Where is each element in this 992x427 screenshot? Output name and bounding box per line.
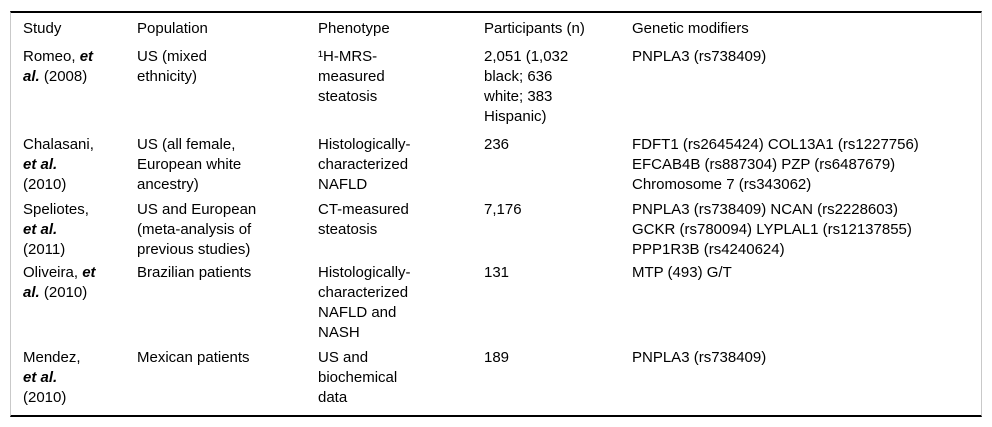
table-row-chalasani-2010: Chalasani, et al. (2010) US (all female,…: [23, 135, 973, 200]
table-row-oliveira-2010: Oliveira, et al. (2010) Brazilian patien…: [23, 263, 973, 348]
population-cell: US and European (meta-analysis of previo…: [137, 201, 257, 258]
column-header-phenotype: Phenotype: [318, 20, 390, 37]
table-row-romeo-2008: Romeo, et al. (2008) US (mixed ethnicity…: [23, 47, 973, 135]
table-row-speliotes-2011: Speliotes, et al. (2011) US and European…: [23, 200, 973, 263]
study-cell: Mendez, et al. (2010): [23, 349, 81, 406]
genetic-modifiers-cell: FDFT1 (rs2645424) COL13A1 (rs1227756) EF…: [632, 136, 919, 193]
participants-cell: 236: [484, 136, 510, 153]
participants-cell: 189: [484, 349, 510, 366]
genetic-modifiers-study-table: Study Population Phenotype Participants …: [10, 11, 982, 417]
population-cell: US (mixed ethnicity): [137, 48, 208, 85]
genetic-modifiers-cell: PNPLA3 (rs738409): [632, 48, 767, 65]
table-header-row: Study Population Phenotype Participants …: [23, 13, 973, 47]
phenotype-cell: Histologically- characterized NAFLD: [318, 136, 411, 193]
column-header-population: Population: [137, 20, 208, 37]
phenotype-cell: ¹H-MRS- measured steatosis: [318, 48, 385, 105]
study-cell: Speliotes, et al. (2011): [23, 201, 89, 258]
phenotype-cell: Histologically- characterized NAFLD and …: [318, 264, 411, 341]
genetic-modifiers-cell: PNPLA3 (rs738409): [632, 349, 767, 366]
genetic-modifiers-cell: PNPLA3 (rs738409) NCAN (rs2228603) GCKR …: [632, 201, 912, 258]
study-cell: Romeo, et al. (2008): [23, 48, 94, 85]
population-cell: Mexican patients: [137, 349, 250, 366]
participants-cell: 2,051 (1,032 black; 636 white; 383 Hispa…: [484, 48, 569, 125]
study-cell: Oliveira, et al. (2010): [23, 264, 96, 301]
table-row-mendez-2010: Mendez, et al. (2010) Mexican patients U…: [23, 348, 973, 415]
phenotype-cell: US and biochemical data: [318, 349, 398, 406]
column-header-participants: Participants (n): [484, 20, 585, 37]
participants-cell: 131: [484, 264, 510, 281]
genetic-modifiers-cell: MTP (493) G/T: [632, 264, 732, 281]
study-cell: Chalasani, et al. (2010): [23, 136, 94, 193]
population-cell: Brazilian patients: [137, 264, 252, 281]
population-cell: US (all female, European white ancestry): [137, 136, 242, 193]
phenotype-cell: CT-measured steatosis: [318, 201, 409, 238]
column-header-study: Study: [23, 20, 62, 37]
participants-cell: 7,176: [484, 201, 522, 218]
column-header-genetic-modifiers: Genetic modifiers: [632, 20, 749, 37]
